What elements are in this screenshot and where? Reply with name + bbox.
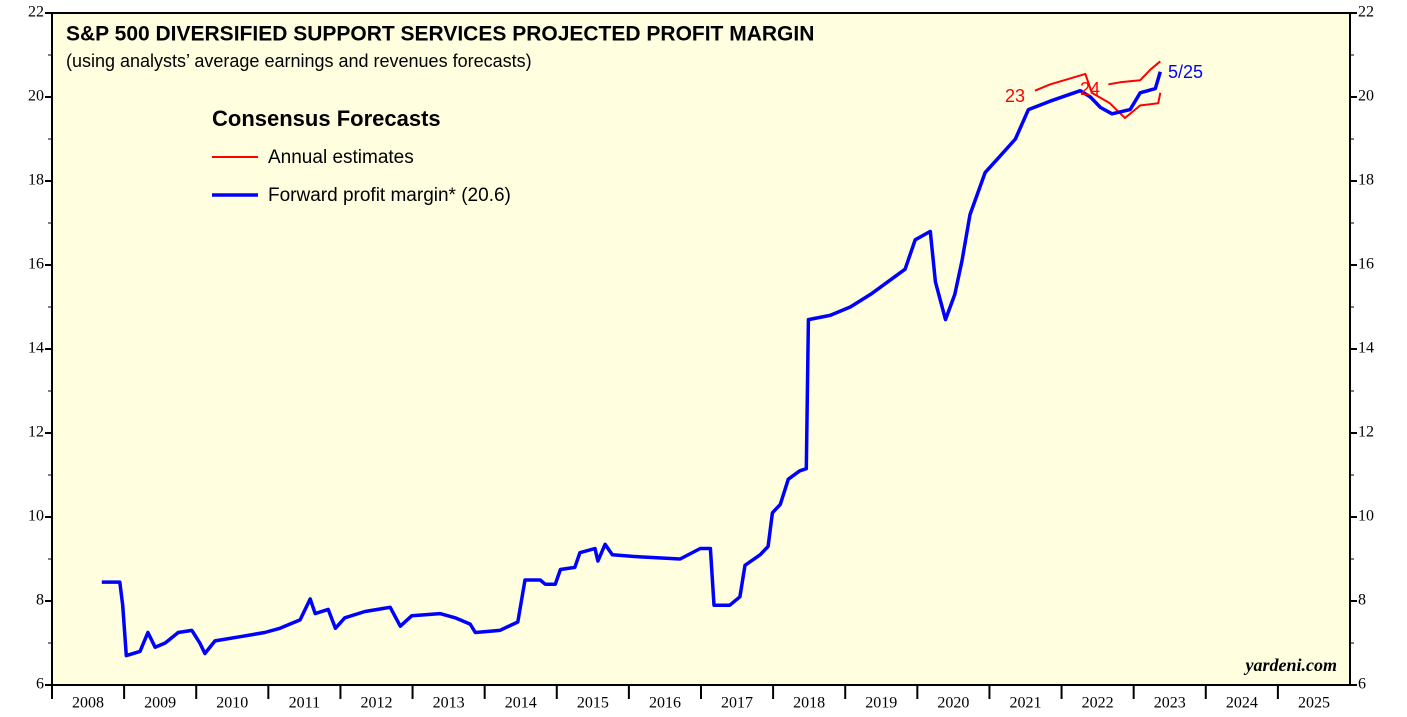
annotation: 24	[1080, 79, 1100, 99]
y2-tick-label: 6	[1358, 676, 1366, 693]
y2-tick-label: 14	[1358, 340, 1374, 357]
y2-tick-label: 22	[1358, 4, 1374, 21]
y2-tick-label: 12	[1358, 424, 1374, 441]
x-tick-label: 2008	[72, 695, 104, 712]
y-tick-label: 14	[28, 340, 44, 357]
y2-tick-label: 10	[1358, 508, 1374, 525]
x-tick-label: 2014	[505, 695, 537, 712]
y-tick-label: 8	[36, 592, 44, 609]
legend-title: Consensus Forecasts	[212, 106, 441, 131]
y-tick-label: 18	[28, 172, 44, 189]
legend-label: Forward profit margin* (20.6)	[268, 185, 511, 206]
x-tick-label: 2021	[1010, 695, 1042, 712]
plot-area	[51, 12, 1351, 686]
x-tick-label: 2016	[649, 695, 681, 712]
line	[1034, 72, 1162, 119]
x-tick-label: 2009	[144, 695, 176, 712]
x-tick-label: 2012	[361, 695, 393, 712]
x-tick-label: 2022	[1082, 695, 1114, 712]
x-tick-label: 2011	[289, 695, 320, 712]
y2-tick-label: 8	[1358, 592, 1366, 609]
x-tick-label: 2025	[1298, 695, 1330, 712]
chart-title: S&P 500 DIVERSIFIED SUPPORT SERVICES PRO…	[66, 23, 814, 46]
x-tick-label: 2023	[1154, 695, 1186, 712]
y2-tick-label: 16	[1358, 256, 1374, 273]
x-tick-label: 2017	[721, 695, 753, 712]
y2-tick-label: 18	[1358, 172, 1374, 189]
x-tick-label: 2015	[577, 695, 609, 712]
x-tick-label: 2020	[937, 695, 969, 712]
y-tick-label: 16	[28, 256, 44, 273]
x-tick-label: 2013	[433, 695, 465, 712]
line	[101, 71, 1162, 658]
y-tick-label: 12	[28, 424, 44, 441]
x-tick-label: 2010	[216, 695, 248, 712]
y-tick-label: 22	[28, 4, 44, 21]
y-tick-label: 6	[36, 676, 44, 693]
plot	[101, 60, 1162, 658]
source: yardeni.com	[1244, 655, 1338, 675]
line	[1108, 60, 1161, 86]
y2-tick-label: 20	[1358, 88, 1374, 105]
x-tick-label: 2019	[865, 695, 897, 712]
x-tick-label: 2018	[793, 695, 825, 712]
legend-label: Annual estimates	[268, 147, 414, 168]
x-tick-label: 2024	[1226, 695, 1258, 712]
y-tick-label: 20	[28, 88, 44, 105]
y-tick-label: 10	[28, 508, 44, 525]
annotation: 5/25	[1168, 62, 1203, 82]
annotation: 23	[1005, 86, 1025, 106]
chart-subtitle: (using analysts’ average earnings and re…	[66, 51, 532, 71]
